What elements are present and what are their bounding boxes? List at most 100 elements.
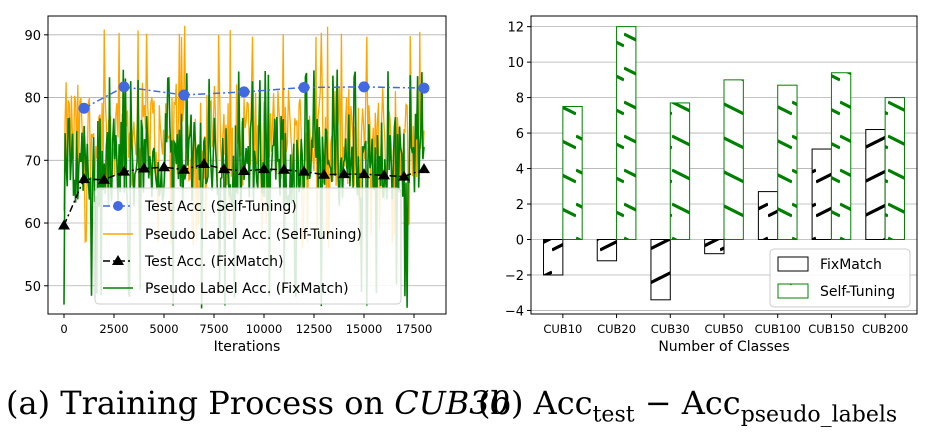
point-test-fixmatch: [278, 163, 290, 174]
legend-swatch-fixmatch: [777, 256, 809, 272]
right-bars: [543, 26, 905, 301]
legend-label-pseudo-fixmatch: Pseudo Label Acc. (FixMatch): [145, 281, 349, 297]
caption-a: (a) Training Process on CUB30: [6, 384, 510, 422]
right-y-tick-label: 0: [516, 234, 524, 249]
left-y-tick-label: 90: [24, 29, 41, 44]
bar-fixmatch: [757, 191, 779, 241]
point-test-fixmatch: [218, 163, 230, 174]
series-pseudo-fixmatch-line: [63, 69, 425, 309]
caption-b: (b) Acctest − Accpseudo_labels: [478, 384, 897, 427]
caption-a-prefix: (a) Training Process on: [6, 384, 395, 422]
caption-b-mid: − Acc: [634, 384, 741, 422]
right-chart: −4 −2 0 2 4 6 8 10 12 CUB10 CUB20 CUB30 CUB50 CUB100…: [505, 15, 918, 355]
point-test-fixmatch: [118, 165, 130, 176]
point-test-self-tuning: [118, 81, 130, 93]
bar-fixmatch: [704, 239, 725, 255]
bar-self-tuning: [884, 97, 905, 240]
series-test-fixmatch-markers: [58, 158, 430, 230]
point-test-fixmatch: [318, 168, 330, 179]
legend-label-pseudo-self-tuning: Pseudo Label Acc. (Self-Tuning): [145, 227, 362, 243]
right-x-tick-label: CUB10: [543, 322, 582, 336]
right-y-tick-label: 10: [507, 56, 524, 71]
point-test-fixmatch: [138, 162, 150, 173]
point-test-fixmatch: [158, 161, 170, 172]
right-x-tick-label: CUB30: [651, 322, 690, 336]
bar-self-tuning: [616, 26, 637, 241]
point-test-self-tuning: [178, 89, 190, 101]
legend-label-fixmatch: FixMatch: [820, 257, 882, 273]
right-legend: FixMatch Self-Tuning: [769, 248, 911, 308]
left-y-ticks: 50 60 70 80 90: [24, 29, 48, 295]
point-test-fixmatch: [358, 168, 370, 179]
left-x-tick-label: 10000: [246, 322, 283, 336]
point-test-self-tuning: [358, 81, 370, 93]
left-y-tick-label: 50: [24, 280, 41, 295]
right-x-tick-label: CUB100: [755, 322, 801, 336]
right-y-tick-label: −4: [505, 304, 524, 319]
bar-fixmatch: [596, 239, 618, 262]
legend-marker-triangle: [112, 255, 124, 265]
point-test-self-tuning: [418, 82, 430, 94]
left-x-tick-label: 5000: [149, 322, 178, 336]
left-x-tick-label: 12500: [296, 322, 333, 336]
point-test-fixmatch: [98, 173, 110, 184]
point-test-fixmatch: [338, 168, 350, 179]
left-x-axis-label: Iterations: [214, 339, 281, 355]
point-test-fixmatch: [298, 165, 310, 176]
bar-fixmatch: [865, 129, 886, 240]
legend-marker-circle: [113, 201, 123, 211]
left-y-tick-label: 70: [24, 154, 41, 169]
legend-label-test-fixmatch: Test Acc. (FixMatch): [144, 254, 284, 270]
left-y-tick-label: 60: [24, 217, 41, 232]
left-chart: 50 60 70 80 90 0 2500 5000 7500 10000 12500 15000 1…: [24, 15, 447, 355]
legend-swatch-self-tuning: [777, 283, 809, 299]
caption-b-sub-test: test: [592, 402, 635, 428]
caption-b-sub-pseudo: pseudo_labels: [740, 402, 898, 428]
left-axes-frame: [47, 15, 447, 315]
point-test-fixmatch: [378, 169, 390, 180]
left-x-tick-label: 2500: [99, 322, 128, 336]
bar-self-tuning: [830, 72, 852, 240]
point-test-fixmatch: [258, 163, 270, 174]
point-test-fixmatch: [418, 163, 430, 174]
right-y-tick-label: 12: [507, 21, 524, 36]
point-test-self-tuning: [238, 86, 250, 98]
right-y-ticks: −4 −2 0 2 4 6 8 10 12: [505, 21, 531, 319]
right-x-ticks: CUB10 CUB20 CUB30 CUB50 CUB100 CUB150 CUB200: [543, 314, 908, 336]
caption-a-dataset: CUB30: [394, 384, 510, 422]
left-legend: Test Acc. (Self-Tuning) Pseudo Label Acc…: [94, 187, 402, 305]
point-test-fixmatch: [238, 164, 250, 175]
point-test-self-tuning: [298, 82, 310, 94]
bar-self-tuning: [777, 84, 798, 240]
point-test-self-tuning: [78, 102, 90, 114]
point-test-fixmatch: [58, 219, 70, 230]
bar-fixmatch: [650, 239, 671, 301]
right-y-tick-label: 6: [516, 127, 524, 142]
left-x-tick-label: 15000: [346, 322, 383, 336]
left-x-tick-label: 7500: [199, 322, 228, 336]
bar-fixmatch: [811, 148, 832, 241]
legend-label-self-tuning: Self-Tuning: [820, 284, 895, 300]
right-x-tick-label: CUB200: [862, 322, 908, 336]
point-test-fixmatch: [178, 163, 190, 174]
left-x-tick-label: 0: [60, 322, 67, 336]
right-y-tick-label: −2: [505, 269, 524, 284]
bar-fixmatch: [543, 239, 564, 276]
point-test-fixmatch: [198, 158, 210, 169]
bar-self-tuning: [562, 105, 583, 241]
left-legend-box: [94, 187, 402, 305]
legend-label-test-self-tuning: Test Acc. (Self-Tuning): [144, 199, 297, 215]
left-y-tick-label: 80: [24, 92, 41, 107]
bar-self-tuning: [723, 79, 744, 240]
caption-b-prefix: (b) Acc: [478, 384, 593, 422]
left-plot-area: [58, 25, 430, 309]
right-y-tick-label: 2: [516, 198, 524, 213]
right-x-tick-label: CUB50: [705, 322, 744, 336]
right-x-tick-label: CUB150: [808, 322, 854, 336]
right-x-tick-label: CUB20: [597, 322, 636, 336]
left-x-tick-label: 17500: [396, 322, 433, 336]
point-test-fixmatch: [78, 173, 90, 184]
point-test-fixmatch: [398, 170, 410, 181]
right-y-tick-label: 8: [516, 92, 524, 107]
